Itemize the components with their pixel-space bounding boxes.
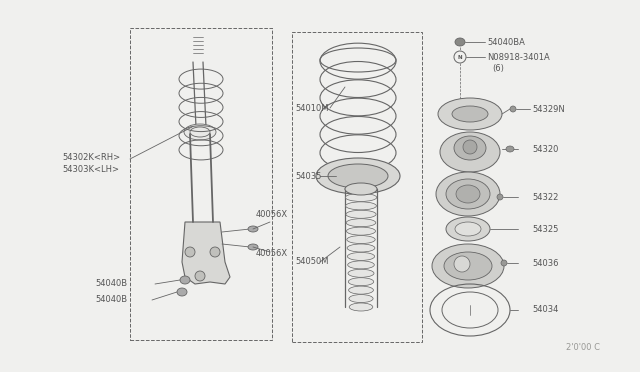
- Ellipse shape: [190, 127, 210, 137]
- Bar: [130, 28, 272, 340]
- Ellipse shape: [347, 244, 375, 252]
- Ellipse shape: [452, 106, 488, 122]
- Text: 54034: 54034: [532, 305, 558, 314]
- Ellipse shape: [440, 132, 500, 172]
- Ellipse shape: [346, 202, 376, 210]
- Text: N: N: [458, 55, 462, 60]
- Ellipse shape: [248, 244, 258, 250]
- Ellipse shape: [506, 146, 514, 152]
- Ellipse shape: [345, 183, 377, 195]
- Text: 54040BA: 54040BA: [487, 38, 525, 46]
- Text: 54325: 54325: [532, 224, 558, 234]
- Text: N08918-3401A: N08918-3401A: [487, 52, 550, 61]
- Text: 40056X: 40056X: [256, 250, 288, 259]
- Ellipse shape: [346, 210, 376, 218]
- Bar: [292, 32, 422, 342]
- Ellipse shape: [180, 276, 190, 284]
- Ellipse shape: [446, 217, 490, 241]
- Ellipse shape: [345, 185, 377, 193]
- Ellipse shape: [177, 288, 187, 296]
- Ellipse shape: [328, 164, 388, 188]
- Ellipse shape: [432, 244, 504, 288]
- Ellipse shape: [455, 222, 481, 236]
- Ellipse shape: [348, 261, 374, 269]
- Text: 54040B: 54040B: [95, 295, 127, 305]
- Ellipse shape: [346, 227, 376, 235]
- Ellipse shape: [185, 247, 195, 257]
- Ellipse shape: [501, 260, 507, 266]
- Text: 54010M: 54010M: [295, 103, 328, 112]
- Text: 54302K<RH>: 54302K<RH>: [62, 153, 120, 161]
- Ellipse shape: [346, 193, 377, 201]
- Text: 54320: 54320: [532, 144, 558, 154]
- Ellipse shape: [446, 179, 490, 209]
- Text: 40056X: 40056X: [256, 209, 288, 218]
- Text: 54322: 54322: [532, 192, 558, 202]
- Text: 54329N: 54329N: [532, 105, 564, 113]
- Ellipse shape: [184, 124, 216, 140]
- Ellipse shape: [497, 194, 503, 200]
- Polygon shape: [182, 222, 230, 284]
- Text: 54303K<LH>: 54303K<LH>: [62, 164, 119, 173]
- Ellipse shape: [454, 256, 470, 272]
- Ellipse shape: [195, 271, 205, 281]
- Ellipse shape: [349, 286, 373, 294]
- Ellipse shape: [210, 247, 220, 257]
- Ellipse shape: [510, 106, 516, 112]
- Text: 2'0'00 C: 2'0'00 C: [566, 343, 600, 352]
- Ellipse shape: [347, 235, 375, 244]
- Text: 54050M: 54050M: [295, 257, 328, 266]
- Text: 54036: 54036: [532, 259, 559, 267]
- Text: 54035: 54035: [295, 171, 321, 180]
- Ellipse shape: [349, 295, 373, 302]
- Ellipse shape: [444, 252, 492, 280]
- Text: 54040B: 54040B: [95, 279, 127, 289]
- Ellipse shape: [463, 140, 477, 154]
- Ellipse shape: [348, 253, 374, 260]
- Ellipse shape: [348, 278, 374, 286]
- Ellipse shape: [438, 98, 502, 130]
- Ellipse shape: [436, 172, 500, 216]
- Ellipse shape: [248, 226, 258, 232]
- Ellipse shape: [346, 219, 376, 227]
- Ellipse shape: [316, 158, 400, 194]
- Ellipse shape: [455, 38, 465, 46]
- Ellipse shape: [454, 136, 486, 160]
- Text: (6): (6): [492, 64, 504, 73]
- Ellipse shape: [456, 185, 480, 203]
- Ellipse shape: [348, 269, 374, 277]
- Ellipse shape: [349, 303, 372, 311]
